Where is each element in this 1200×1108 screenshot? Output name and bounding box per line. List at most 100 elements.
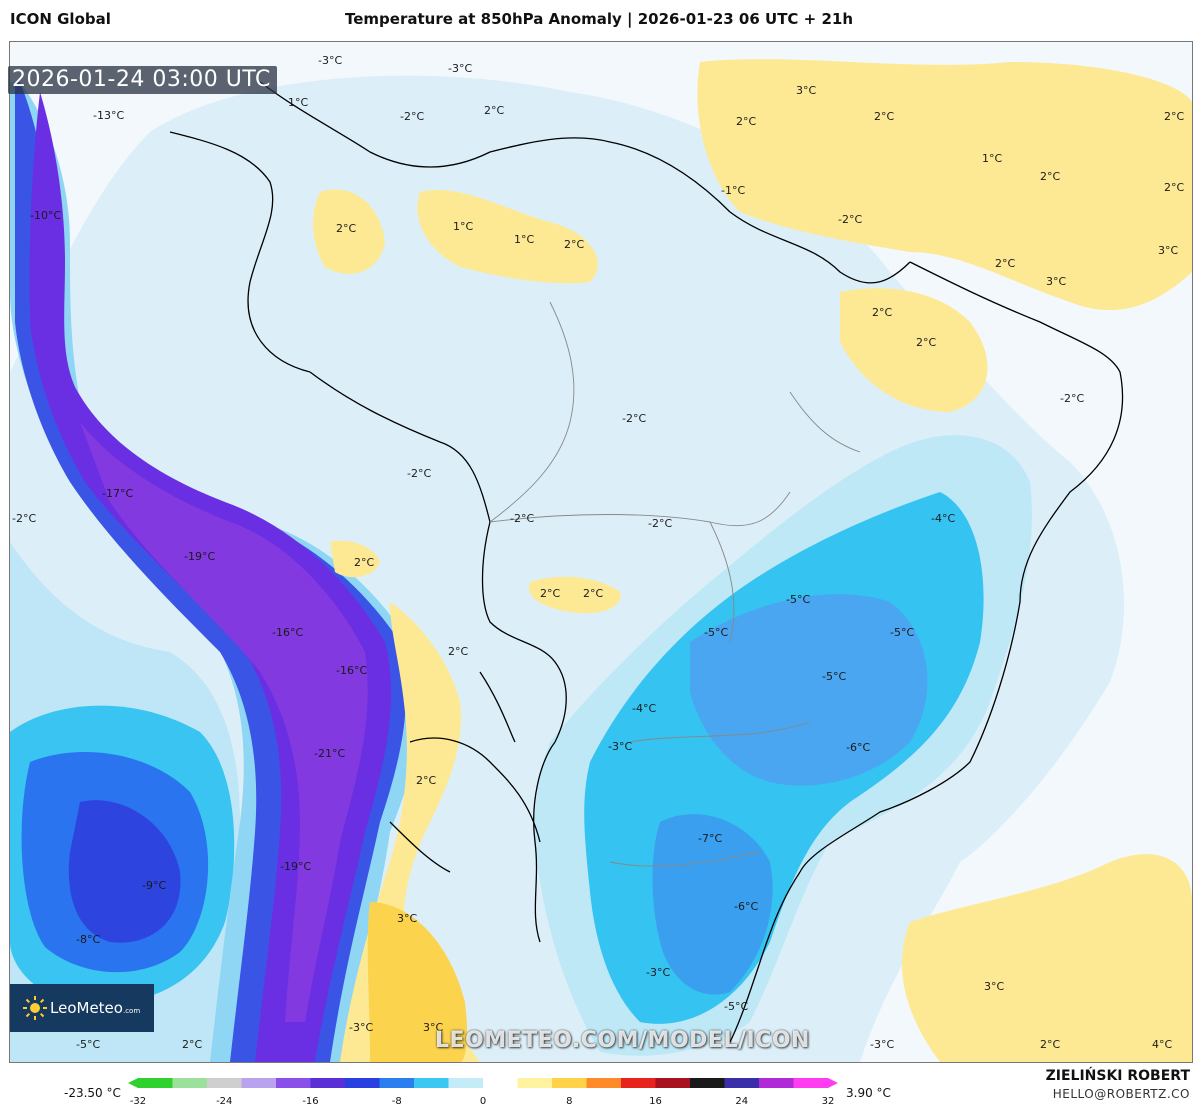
- temp-label: 2°C: [336, 222, 356, 235]
- map-area[interactable]: -3°C -3°C 1°C -2°C 2°C -13°C -10°C 2°C 1…: [9, 41, 1193, 1063]
- temp-label: 3°C: [796, 84, 816, 97]
- color-bar: [128, 1078, 838, 1088]
- sun-icon: [23, 996, 47, 1020]
- temp-label: 3°C: [423, 1021, 443, 1034]
- color-bar-left-arrow: [128, 1078, 138, 1088]
- color-bar-segment: [552, 1078, 587, 1088]
- color-bar-segments: [128, 1078, 838, 1088]
- legend-min-label: -23.50 °C: [64, 1086, 121, 1100]
- temp-label: 1°C: [453, 220, 473, 233]
- temp-label: -3°C: [646, 966, 670, 979]
- temp-label: -6°C: [734, 900, 758, 913]
- color-bar-segment: [724, 1078, 760, 1088]
- color-bar-segment: [586, 1078, 622, 1088]
- temp-label: -3°C: [870, 1038, 894, 1051]
- temp-label: 2°C: [1164, 110, 1184, 123]
- bolivia-warm-patch: [330, 540, 380, 578]
- temp-label: 2°C: [354, 556, 374, 569]
- temp-label: -6°C: [846, 741, 870, 754]
- temp-label: -2°C: [1060, 392, 1084, 405]
- temp-label: 2°C: [995, 257, 1015, 270]
- brazil-cold-deep: [690, 594, 928, 786]
- temp-label: -5°C: [890, 626, 914, 639]
- temp-label: 2°C: [448, 645, 468, 658]
- color-bar-segment: [483, 1078, 518, 1088]
- color-bar-right-arrow: [828, 1078, 838, 1088]
- temp-label: -2°C: [510, 512, 534, 525]
- temp-label: -2°C: [12, 512, 36, 525]
- temp-label: 2°C: [583, 587, 603, 600]
- temp-label: -5°C: [786, 593, 810, 606]
- model-name: ICON Global: [10, 10, 111, 28]
- temp-label: 2°C: [916, 336, 936, 349]
- color-bar-segment: [345, 1078, 380, 1088]
- temp-label: -5°C: [822, 670, 846, 683]
- temp-label: -19°C: [184, 550, 215, 563]
- central-warm-patch: [529, 576, 621, 614]
- temp-label: 2°C: [1040, 170, 1060, 183]
- logo-text: LeoMeteo.com: [50, 999, 140, 1017]
- valid-time-badge: 2026-01-24 03:00 UTC: [8, 66, 277, 94]
- temp-label: 2°C: [872, 306, 892, 319]
- color-bar-segment: [793, 1078, 829, 1088]
- temp-label: -2°C: [407, 467, 431, 480]
- color-bar-segment: [690, 1078, 725, 1088]
- north-warm-patch: [697, 59, 1192, 311]
- country-borders: [169, 81, 1124, 1043]
- legend-tick-label: 24: [735, 1096, 749, 1107]
- temp-label: -2°C: [622, 412, 646, 425]
- color-bar-segment: [517, 1078, 553, 1088]
- temp-label: 2°C: [736, 115, 756, 128]
- leometeo-logo[interactable]: LeoMeteo.com: [10, 984, 154, 1032]
- legend-tick-label: 0: [479, 1096, 487, 1107]
- andes-dark-purple-core: [80, 422, 368, 1022]
- temp-label: -3°C: [448, 62, 472, 75]
- color-bar-segment: [448, 1078, 484, 1088]
- atlantic-warm-patch: [901, 854, 1192, 1062]
- color-bar-segment: [138, 1078, 173, 1088]
- color-bar-segment: [414, 1078, 449, 1088]
- temp-label: -3°C: [318, 54, 342, 67]
- temp-label: 2°C: [1040, 1038, 1060, 1051]
- map-title: Temperature at 850hPa Anomaly | 2026-01-…: [345, 10, 853, 28]
- temp-label: -17°C: [102, 487, 133, 500]
- legend-tick-label: -32: [129, 1096, 147, 1107]
- temp-label: -1°C: [721, 184, 745, 197]
- pacific-deep-blue-core: [68, 800, 181, 943]
- temp-label: -16°C: [336, 664, 367, 677]
- color-bar-segment: [241, 1078, 277, 1088]
- color-bar-segment: [207, 1078, 242, 1088]
- temp-label: -3°C: [608, 740, 632, 753]
- color-bar-segment: [379, 1078, 415, 1088]
- argentina-warm-core: [367, 902, 468, 1062]
- temp-label: -21°C: [314, 747, 345, 760]
- temp-label: -9°C: [142, 879, 166, 892]
- temp-label: 2°C: [416, 774, 436, 787]
- color-bar-segment: [759, 1078, 794, 1088]
- temp-label: -19°C: [280, 860, 311, 873]
- brazil-cold-south: [652, 814, 773, 995]
- temp-label: 3°C: [397, 912, 417, 925]
- temp-label: -2°C: [400, 110, 424, 123]
- logo-text-small: .com: [122, 1007, 141, 1015]
- anomaly-map: -3°C -3°C 1°C -2°C 2°C -13°C -10°C 2°C 1…: [10, 54, 1192, 1062]
- watermark-url: LEOMETEO.COM/MODEL/ICON: [435, 1028, 810, 1053]
- northeast-warm-patch: [840, 288, 988, 412]
- header: ICON Global Temperature at 850hPa Anomal…: [0, 0, 1200, 40]
- legend-tick-label: 16: [649, 1096, 662, 1107]
- temp-label: 2°C: [874, 110, 894, 123]
- author-contact: HELLO@ROBERTZ.CO: [1052, 1087, 1190, 1101]
- temp-label: -2°C: [648, 517, 672, 530]
- temp-label: 4°C: [1152, 1038, 1172, 1051]
- legend-tick-label: -8: [391, 1096, 402, 1107]
- temp-label: 1°C: [514, 233, 534, 246]
- temp-label: 3°C: [1046, 275, 1066, 288]
- temp-label: 3°C: [1158, 244, 1178, 257]
- color-bar-segment: [172, 1078, 208, 1088]
- temp-label: 2°C: [1164, 181, 1184, 194]
- temp-label: -13°C: [93, 109, 124, 122]
- temp-label: -4°C: [931, 512, 955, 525]
- color-bar-segment: [310, 1078, 346, 1088]
- temp-label: 2°C: [564, 238, 584, 251]
- temp-label: -2°C: [838, 213, 862, 226]
